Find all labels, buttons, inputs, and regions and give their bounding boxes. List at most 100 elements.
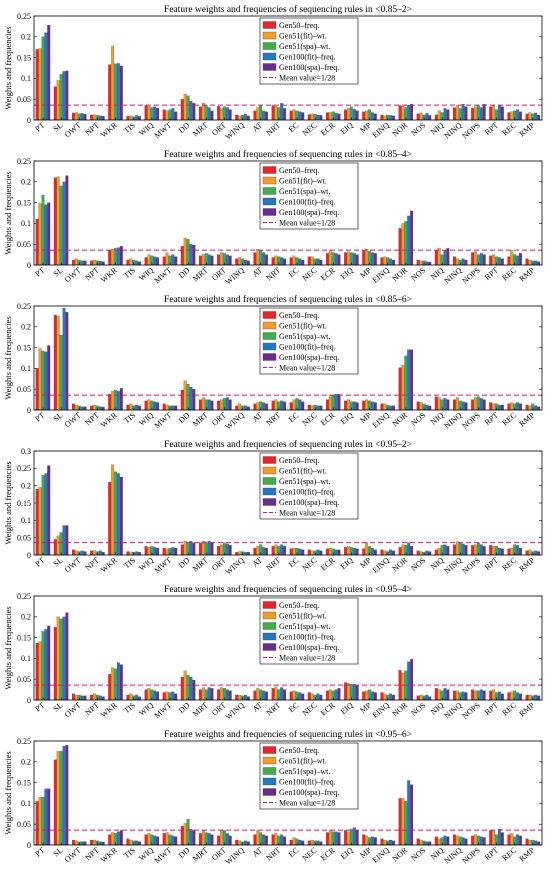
- bar-mp-series-4: [370, 252, 374, 266]
- bar-rec-series-5: [519, 693, 522, 701]
- bar-npt-series-5: [101, 261, 105, 266]
- bar-rpt-series-2: [492, 254, 496, 266]
- bar-dd-series-3: [186, 819, 190, 846]
- bar-rmp-series-2: [528, 259, 532, 266]
- bar-dd-series-1: [180, 389, 184, 411]
- bar-pt-series-1: [35, 219, 39, 266]
- bar-tis-series-4: [135, 551, 138, 556]
- y-tick-label: 0.15: [17, 198, 31, 207]
- bar-rec-series-4: [516, 545, 519, 556]
- bar-owt-series-5: [83, 260, 87, 266]
- bar-ort-series-2: [220, 544, 223, 556]
- bar-nrt-series-5: [283, 401, 287, 411]
- x-tick-label-pt: PT: [33, 411, 46, 424]
- bar-nor-series-4: [407, 215, 411, 266]
- x-tick-label-einq: EINQ: [371, 700, 392, 719]
- bar-tis-series-4: [135, 260, 138, 266]
- bar-wiq-series-5: [156, 547, 160, 556]
- bar-nor-series-1: [398, 367, 402, 411]
- bar-sl-series-1: [53, 315, 57, 411]
- bar-npt-series-2: [93, 550, 96, 556]
- bar-wiq-series-2: [147, 688, 151, 701]
- bar-nec-series-1: [307, 840, 311, 846]
- x-tick-label-ec: EC: [287, 556, 301, 569]
- bar-ec-series-4: [298, 839, 302, 846]
- bar-ec-series-4: [298, 111, 302, 121]
- bar-dd-series-4: [189, 101, 193, 121]
- bar-nops-series-5: [482, 690, 486, 701]
- bar-nops-series-4: [479, 398, 483, 411]
- bar-rpt-series-5: [500, 832, 504, 846]
- bar-ninq-series-1: [453, 399, 456, 411]
- bar-winq-series-1: [235, 694, 239, 701]
- bar-nec-series-2: [310, 693, 314, 701]
- bar-wkr-series-4: [116, 662, 120, 701]
- bar-nrt-series-2: [274, 686, 278, 701]
- y-tick-label: 0.15: [17, 778, 31, 787]
- bar-wiq-series-5: [156, 836, 160, 846]
- bar-mp-series-5: [373, 402, 377, 411]
- bar-ninq-series-2: [455, 541, 459, 556]
- bar-nor-series-4: [407, 661, 411, 701]
- x-tick-label-rpt: RPT: [483, 701, 500, 717]
- bar-tis-series-1: [126, 838, 130, 846]
- y-axis-label: Weights and frequencies: [3, 26, 13, 109]
- bar-nops-series-5: [482, 546, 486, 556]
- x-tick-label-npt: NPT: [83, 266, 100, 283]
- bar-nor-series-3: [404, 355, 408, 411]
- bar-owt-series-1: [72, 839, 75, 846]
- chart-title: Feature weights and frequencies of seque…: [164, 729, 412, 740]
- bar-ec-series-2: [292, 399, 296, 411]
- legend: Gen50–freq. Gen51(fit)–wt.Gen51(spa)–wt. G…: [259, 742, 359, 810]
- bar-wkr-series-4: [116, 831, 120, 846]
- x-tick-label-nos: NOS: [409, 266, 427, 283]
- y-tick-label: 0: [27, 116, 31, 125]
- bar-nos-series-1: [416, 838, 420, 846]
- bar-ort-series-2: [220, 687, 223, 701]
- bar-mwt-series-2: [165, 691, 169, 701]
- bar-wiq-series-5: [156, 402, 160, 411]
- bar-npt-series-5: [101, 116, 105, 121]
- x-tick-label-nops: NOPS: [460, 266, 481, 286]
- bar-ninq-series-1: [453, 256, 456, 266]
- bar-einq-series-2: [383, 403, 387, 411]
- bar-tis-series-2: [129, 551, 133, 556]
- bar-wkr-series-1: [108, 482, 112, 556]
- x-tick-label-eiq: EIQ: [339, 265, 355, 281]
- bar-wiq-series-4: [153, 106, 157, 121]
- bar-nops-series-1: [471, 399, 475, 411]
- x-tick-label-at: AT: [251, 266, 264, 279]
- bar-nor-series-3: [404, 221, 408, 266]
- x-tick-label-npt: NPT: [83, 121, 100, 138]
- bar-wkr-series-5: [119, 476, 123, 556]
- bar-dd-series-1: [180, 677, 184, 701]
- bar-tis-series-5: [138, 841, 141, 846]
- bar-nec-series-1: [307, 404, 311, 411]
- bar-wiq-series-1: [144, 546, 148, 556]
- y-tick-label: 0.15: [17, 343, 31, 352]
- bar-rpt-series-1: [489, 545, 493, 556]
- bar-tis-series-1: [126, 404, 130, 411]
- x-tick-label-nec: NEC: [300, 266, 318, 283]
- bar-nor-series-2: [401, 798, 405, 846]
- bar-nec-series-2: [310, 405, 314, 411]
- bar-rec-series-5: [519, 111, 522, 121]
- x-tick-label-nrt: NRT: [265, 556, 283, 573]
- x-tick-label-npt: NPT: [83, 701, 100, 718]
- bar-mrt-series-2: [201, 103, 205, 121]
- bar-ecr-series-4: [334, 689, 338, 701]
- bar-sl-series-5: [65, 612, 69, 701]
- bar-mrt-series-5: [210, 834, 214, 846]
- bar-ec-series-4: [298, 548, 302, 556]
- bar-tis-series-4: [135, 840, 138, 846]
- bar-wiq-series-4: [153, 401, 157, 411]
- bar-ec-series-4: [298, 399, 302, 411]
- bar-wiq-series-4: [153, 690, 157, 701]
- bar-mrt-series-4: [207, 254, 211, 266]
- bar-sl-series-1: [53, 177, 57, 266]
- bar-tis-series-1: [126, 259, 130, 266]
- bar-npt-series-1: [90, 839, 94, 846]
- bar-eiq-series-5: [355, 254, 359, 266]
- legend-label: Gen100(fit)–freq.: [279, 53, 336, 62]
